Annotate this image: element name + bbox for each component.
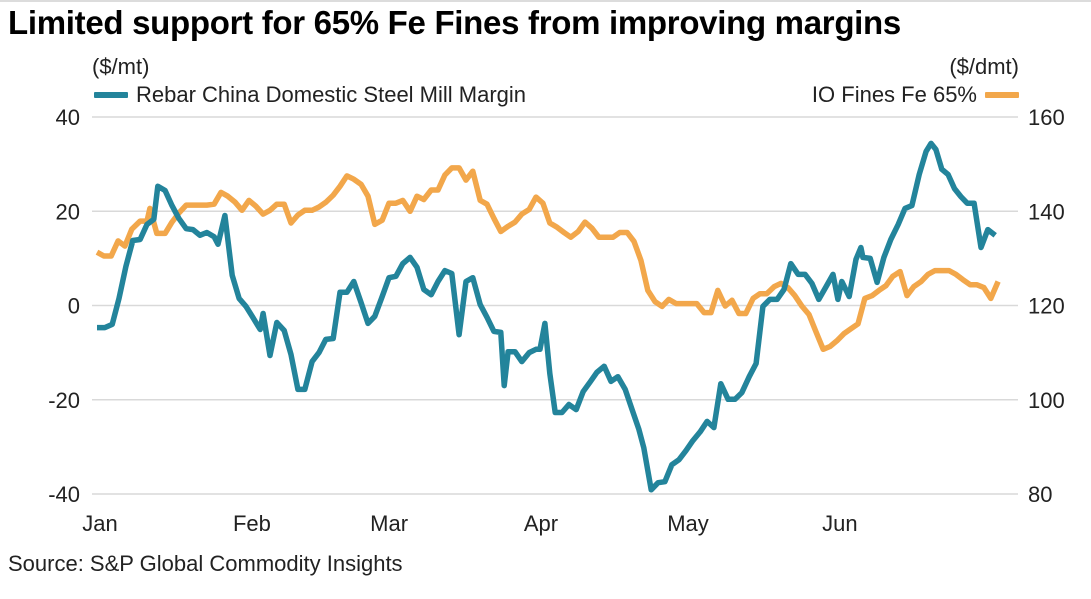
chart-title: Limited support for 65% Fe Fines from im… xyxy=(8,4,901,41)
x-axis-tick-label: Jan xyxy=(82,511,117,536)
right-axis-ticks: 160 140 120 100 80 xyxy=(1028,105,1065,507)
top-rule xyxy=(0,0,1091,2)
series-line-io-fines xyxy=(95,165,1001,353)
right-axis-tick-label: 100 xyxy=(1028,388,1065,413)
left-axis-ticks: 40 20 0 -20 -40 xyxy=(48,105,80,507)
legend-swatch-margin xyxy=(94,92,128,98)
left-axis-tick-label: -40 xyxy=(48,482,80,507)
series-line-margin xyxy=(97,140,997,493)
x-axis-ticks: Jan Feb Mar Apr May Jun xyxy=(82,511,857,536)
x-axis-tick-label: Apr xyxy=(524,511,558,536)
x-axis-tick-label: Feb xyxy=(233,511,271,536)
x-axis-tick-label: May xyxy=(667,511,709,536)
left-axis-unit: ($/mt) xyxy=(92,54,150,79)
legend-item-io-fines: IO Fines Fe 65% xyxy=(812,82,1019,108)
right-axis-tick-label: 160 xyxy=(1028,105,1065,130)
legend-label-io-fines: IO Fines Fe 65% xyxy=(811,82,977,107)
series-lines xyxy=(95,140,1001,493)
right-axis-unit: ($/dmt) xyxy=(949,54,1019,79)
legend-item-margin: Rebar China Domestic Steel Mill Margin xyxy=(94,82,526,108)
right-axis-tick-label: 120 xyxy=(1028,294,1065,319)
left-axis-tick-label: 20 xyxy=(56,199,80,224)
legend-label-margin: Rebar China Domestic Steel Mill Margin xyxy=(136,82,527,107)
right-axis-tick-label: 140 xyxy=(1028,199,1065,224)
legend-swatch-io-fines xyxy=(985,92,1019,98)
x-axis-tick-label: Jun xyxy=(822,511,857,536)
left-axis-tick-label: -20 xyxy=(48,388,80,413)
source-note: Source: S&P Global Commodity Insights xyxy=(8,551,403,576)
left-axis-tick-label: 40 xyxy=(56,105,80,130)
gridlines xyxy=(92,116,1018,495)
right-axis-tick-label: 80 xyxy=(1028,482,1052,507)
x-axis-tick-label: Mar xyxy=(370,511,408,536)
left-axis-tick-label: 0 xyxy=(68,294,80,319)
